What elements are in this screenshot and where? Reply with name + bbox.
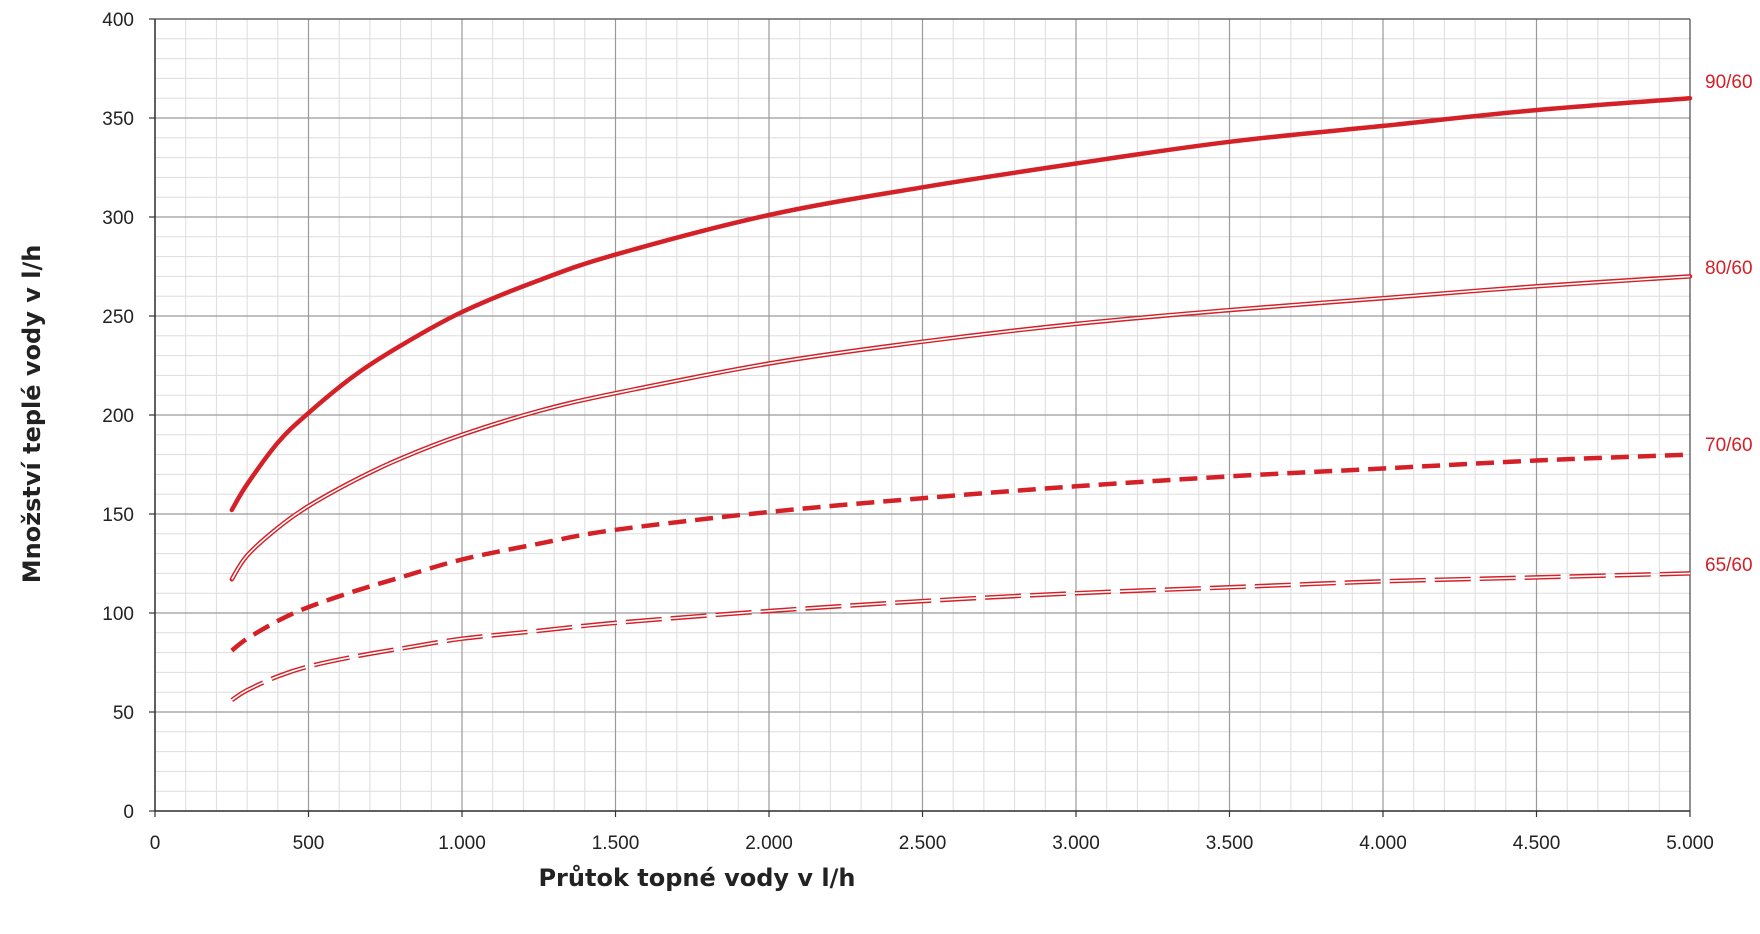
series-line: [229, 95, 1693, 513]
series-line-inner: [231, 275, 1691, 580]
y-tick-label: 400: [102, 10, 134, 31]
series-90-60: [229, 95, 1693, 513]
x-tick-label: 4.000: [1359, 833, 1407, 854]
x-tick-label: 5.000: [1666, 833, 1714, 854]
x-tick-labels: 0 500 1.000 1.500 2.000 2.500 3.000 3.500 4.000 4…: [150, 833, 1714, 854]
x-axis-title: Průtok topné vody v l/h: [538, 864, 855, 892]
series-label: 80/60: [1705, 258, 1753, 279]
series-label: 90/60: [1705, 72, 1753, 93]
series-70-60: [230, 452, 1691, 653]
y-axis-title: Množství teplé vody v l/h: [18, 245, 46, 584]
y-tick-label: 200: [102, 406, 134, 427]
y-tick-label: 150: [102, 505, 134, 526]
series-layer: [229, 95, 1693, 702]
series-label: 70/60: [1705, 435, 1753, 456]
x-tick-label: 4.500: [1513, 833, 1561, 854]
x-tick-label: 1.500: [592, 833, 640, 854]
y-tick-label: 100: [102, 604, 134, 625]
axes: [149, 18, 1691, 817]
series-line-outer: [230, 571, 1691, 702]
x-tick-label: 2.500: [899, 833, 947, 854]
y-tick-label: 250: [102, 307, 134, 328]
y-tick-label: 300: [102, 208, 134, 229]
y-tick-label: 50: [113, 703, 134, 724]
series-65-60: [230, 571, 1691, 702]
x-tick-label: 3.000: [1052, 833, 1100, 854]
y-tick-label: 350: [102, 109, 134, 130]
series-labels: 90/60 80/60 70/60 65/60: [1705, 72, 1753, 576]
series-line-inner: [231, 572, 1691, 701]
y-tick-label: 0: [123, 802, 134, 823]
series-80-60: [229, 274, 1693, 582]
x-tick-label: 3.500: [1206, 833, 1254, 854]
x-tick-label: 2.000: [745, 833, 793, 854]
x-tick-label: 500: [293, 833, 325, 854]
x-tick-label: 1.000: [438, 833, 486, 854]
series-line: [230, 452, 1691, 653]
x-tick-label: 0: [150, 833, 161, 854]
series-label: 65/60: [1705, 555, 1753, 576]
y-tick-labels: 0 50 100 150 200 250 300 350 400: [102, 10, 134, 823]
